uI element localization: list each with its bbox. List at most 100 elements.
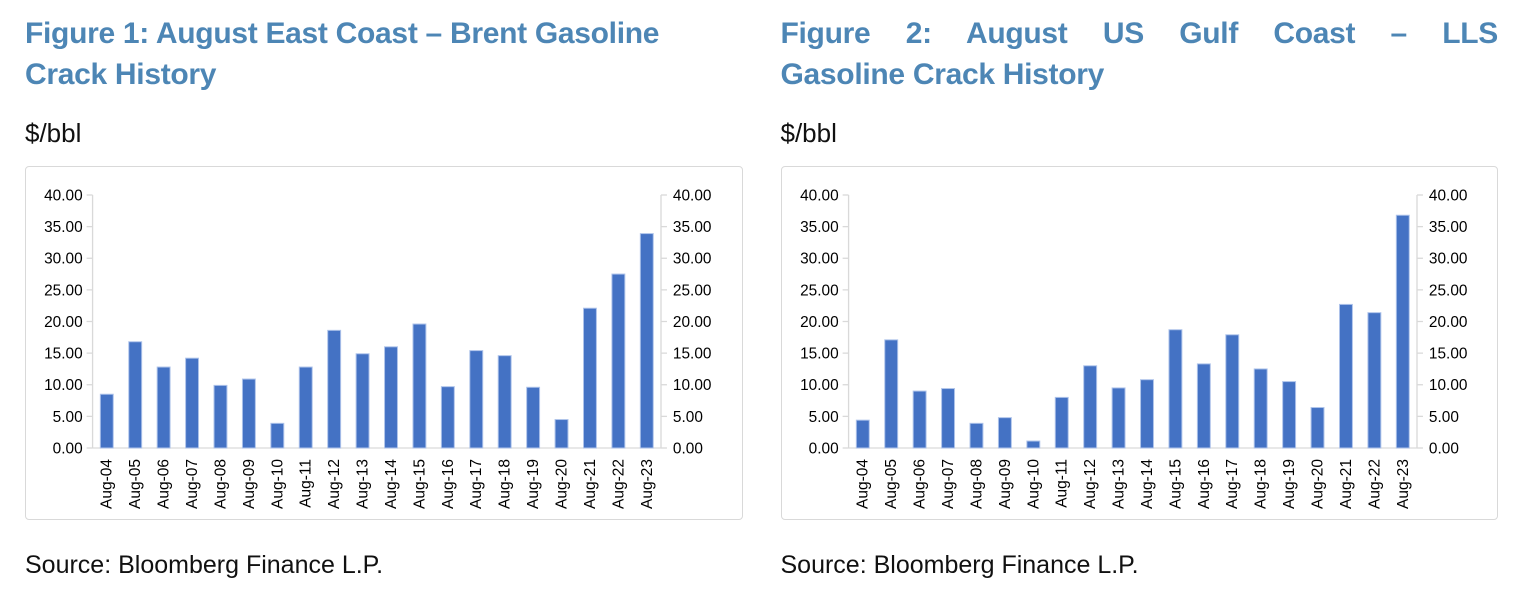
bar [1111, 387, 1126, 449]
figure-1-title-line-2: Crack History [25, 58, 217, 91]
x-axis-label: Aug-20 [1309, 459, 1326, 509]
bar [855, 419, 870, 449]
x-axis-label: Aug-12 [1082, 459, 1099, 509]
bar [912, 390, 927, 449]
y-axis-label-left: 35.00 [44, 219, 83, 236]
y-axis-label-left: 25.00 [44, 282, 83, 299]
y-axis-label-left: 15.00 [800, 346, 839, 363]
bar [1338, 303, 1353, 449]
y-axis-label-left: 15.00 [44, 346, 83, 363]
y-axis-label-right: 0.00 [673, 440, 703, 457]
figure-2-unit-label: $/bbl [780, 118, 837, 148]
y-axis-label-right: 30.00 [1428, 251, 1467, 268]
bar [611, 273, 626, 449]
figure-1-source: Source: Bloomberg Finance L.P. [25, 551, 384, 579]
y-axis-label-right: 40.00 [673, 187, 712, 204]
x-axis-label: Aug-04 [854, 459, 871, 509]
bar [1281, 381, 1296, 449]
y-axis-label-left: 10.00 [44, 377, 83, 394]
x-axis-label: Aug-07 [184, 459, 201, 509]
bar [128, 341, 143, 449]
bar [185, 357, 200, 449]
y-axis-label-right: 20.00 [1428, 314, 1467, 331]
x-axis-label: Aug-19 [1281, 459, 1298, 509]
x-axis-label: Aug-21 [582, 459, 599, 509]
x-axis-label: Aug-12 [326, 459, 343, 509]
bar [997, 417, 1012, 449]
figure-2-title-line-2: Gasoline Crack History [780, 58, 1105, 91]
y-axis-label-right: 30.00 [673, 251, 712, 268]
report-figures-row: Figure 1: August East Coast – Brent Gaso… [25, 13, 1499, 580]
x-axis-label: Aug-17 [1224, 459, 1241, 509]
x-axis-label: Aug-09 [996, 459, 1013, 509]
figure-1: Figure 1: August East Coast – Brent Gaso… [25, 13, 743, 580]
bar [1224, 334, 1239, 449]
figure-2-title-line-1: Figure 2: August US Gulf Coast – LLS [780, 17, 1499, 50]
figure-2: Figure 2: August US Gulf Coast – LLS Gas… [780, 13, 1499, 580]
x-axis-label: Aug-13 [355, 459, 372, 509]
y-axis-label-right: 35.00 [673, 219, 712, 236]
y-axis-label-left: 5.00 [808, 409, 838, 426]
y-axis-label-left: 30.00 [800, 251, 839, 268]
x-axis-label: Aug-23 [639, 459, 656, 509]
x-axis-label: Aug-22 [1366, 459, 1383, 509]
x-axis-label: Aug-16 [1195, 459, 1212, 509]
x-axis-label: Aug-15 [411, 459, 428, 509]
bar [582, 307, 597, 449]
bar [355, 353, 370, 449]
y-axis-label-right: 15.00 [1428, 346, 1467, 363]
y-axis-label-left: 25.00 [800, 282, 839, 299]
bar [940, 388, 955, 449]
y-axis-label-left: 10.00 [800, 377, 839, 394]
bar [440, 386, 455, 449]
x-axis-label: Aug-06 [156, 459, 173, 509]
x-axis-label: Aug-23 [1394, 459, 1411, 509]
y-axis-label-left: 20.00 [44, 314, 83, 331]
y-axis-label-right: 5.00 [673, 409, 703, 426]
x-axis-label: Aug-11 [298, 459, 315, 508]
y-axis-label-left: 30.00 [44, 251, 83, 268]
figure-2-source: Source: Bloomberg Finance L.P. [780, 551, 1139, 579]
y-axis-label-right: 10.00 [1428, 377, 1467, 394]
y-axis-label-right: 0.00 [1428, 440, 1458, 457]
bar [1025, 440, 1040, 449]
figure-2-title: Figure 2: August US Gulf Coast – LLS Gas… [781, 13, 1499, 95]
bar [497, 355, 512, 449]
x-axis-label: Aug-21 [1337, 459, 1354, 509]
x-axis-label: Aug-20 [554, 459, 571, 509]
y-axis-label-left: 0.00 [53, 440, 83, 457]
x-axis-label: Aug-11 [1053, 459, 1070, 508]
bar [1395, 214, 1410, 449]
bar [1196, 363, 1211, 449]
y-axis-label-right: 35.00 [1428, 219, 1467, 236]
x-axis-label: Aug-15 [1167, 459, 1184, 509]
bar [241, 378, 256, 449]
x-axis-label: Aug-16 [440, 459, 457, 509]
bar [1139, 379, 1154, 449]
x-axis-label: Aug-05 [127, 459, 144, 509]
bar [298, 366, 313, 449]
figure-1-title: Figure 1: August East Coast – Brent Gaso… [25, 13, 743, 95]
y-axis-label-right: 10.00 [673, 377, 712, 394]
bar [469, 350, 484, 449]
bar [384, 346, 398, 449]
figure-1-title-line-1: Figure 1: August East Coast – Brent Gaso… [25, 17, 660, 50]
bar [883, 339, 898, 449]
x-axis-label: Aug-08 [968, 459, 985, 509]
bar [1167, 329, 1182, 449]
x-axis-label: Aug-19 [525, 459, 542, 509]
bar [639, 233, 654, 449]
bar [213, 384, 228, 449]
bar [526, 386, 541, 449]
y-axis-label-right: 40.00 [1428, 187, 1467, 204]
figure-1-bar-chart: 0.00 0.00 5.00 5.00 10.00 10.00 15.00 15.00 20.0… [44, 187, 712, 509]
bar [99, 393, 114, 449]
bar [156, 366, 171, 449]
x-axis-label: Aug-09 [241, 459, 258, 509]
x-axis-label: Aug-13 [1110, 459, 1127, 509]
y-axis-label-left: 40.00 [44, 187, 83, 204]
y-axis-label-right: 5.00 [1428, 409, 1458, 426]
x-axis-label: Aug-22 [610, 459, 627, 509]
x-axis-label: Aug-10 [1025, 459, 1042, 509]
x-axis-label: Aug-17 [468, 459, 485, 509]
